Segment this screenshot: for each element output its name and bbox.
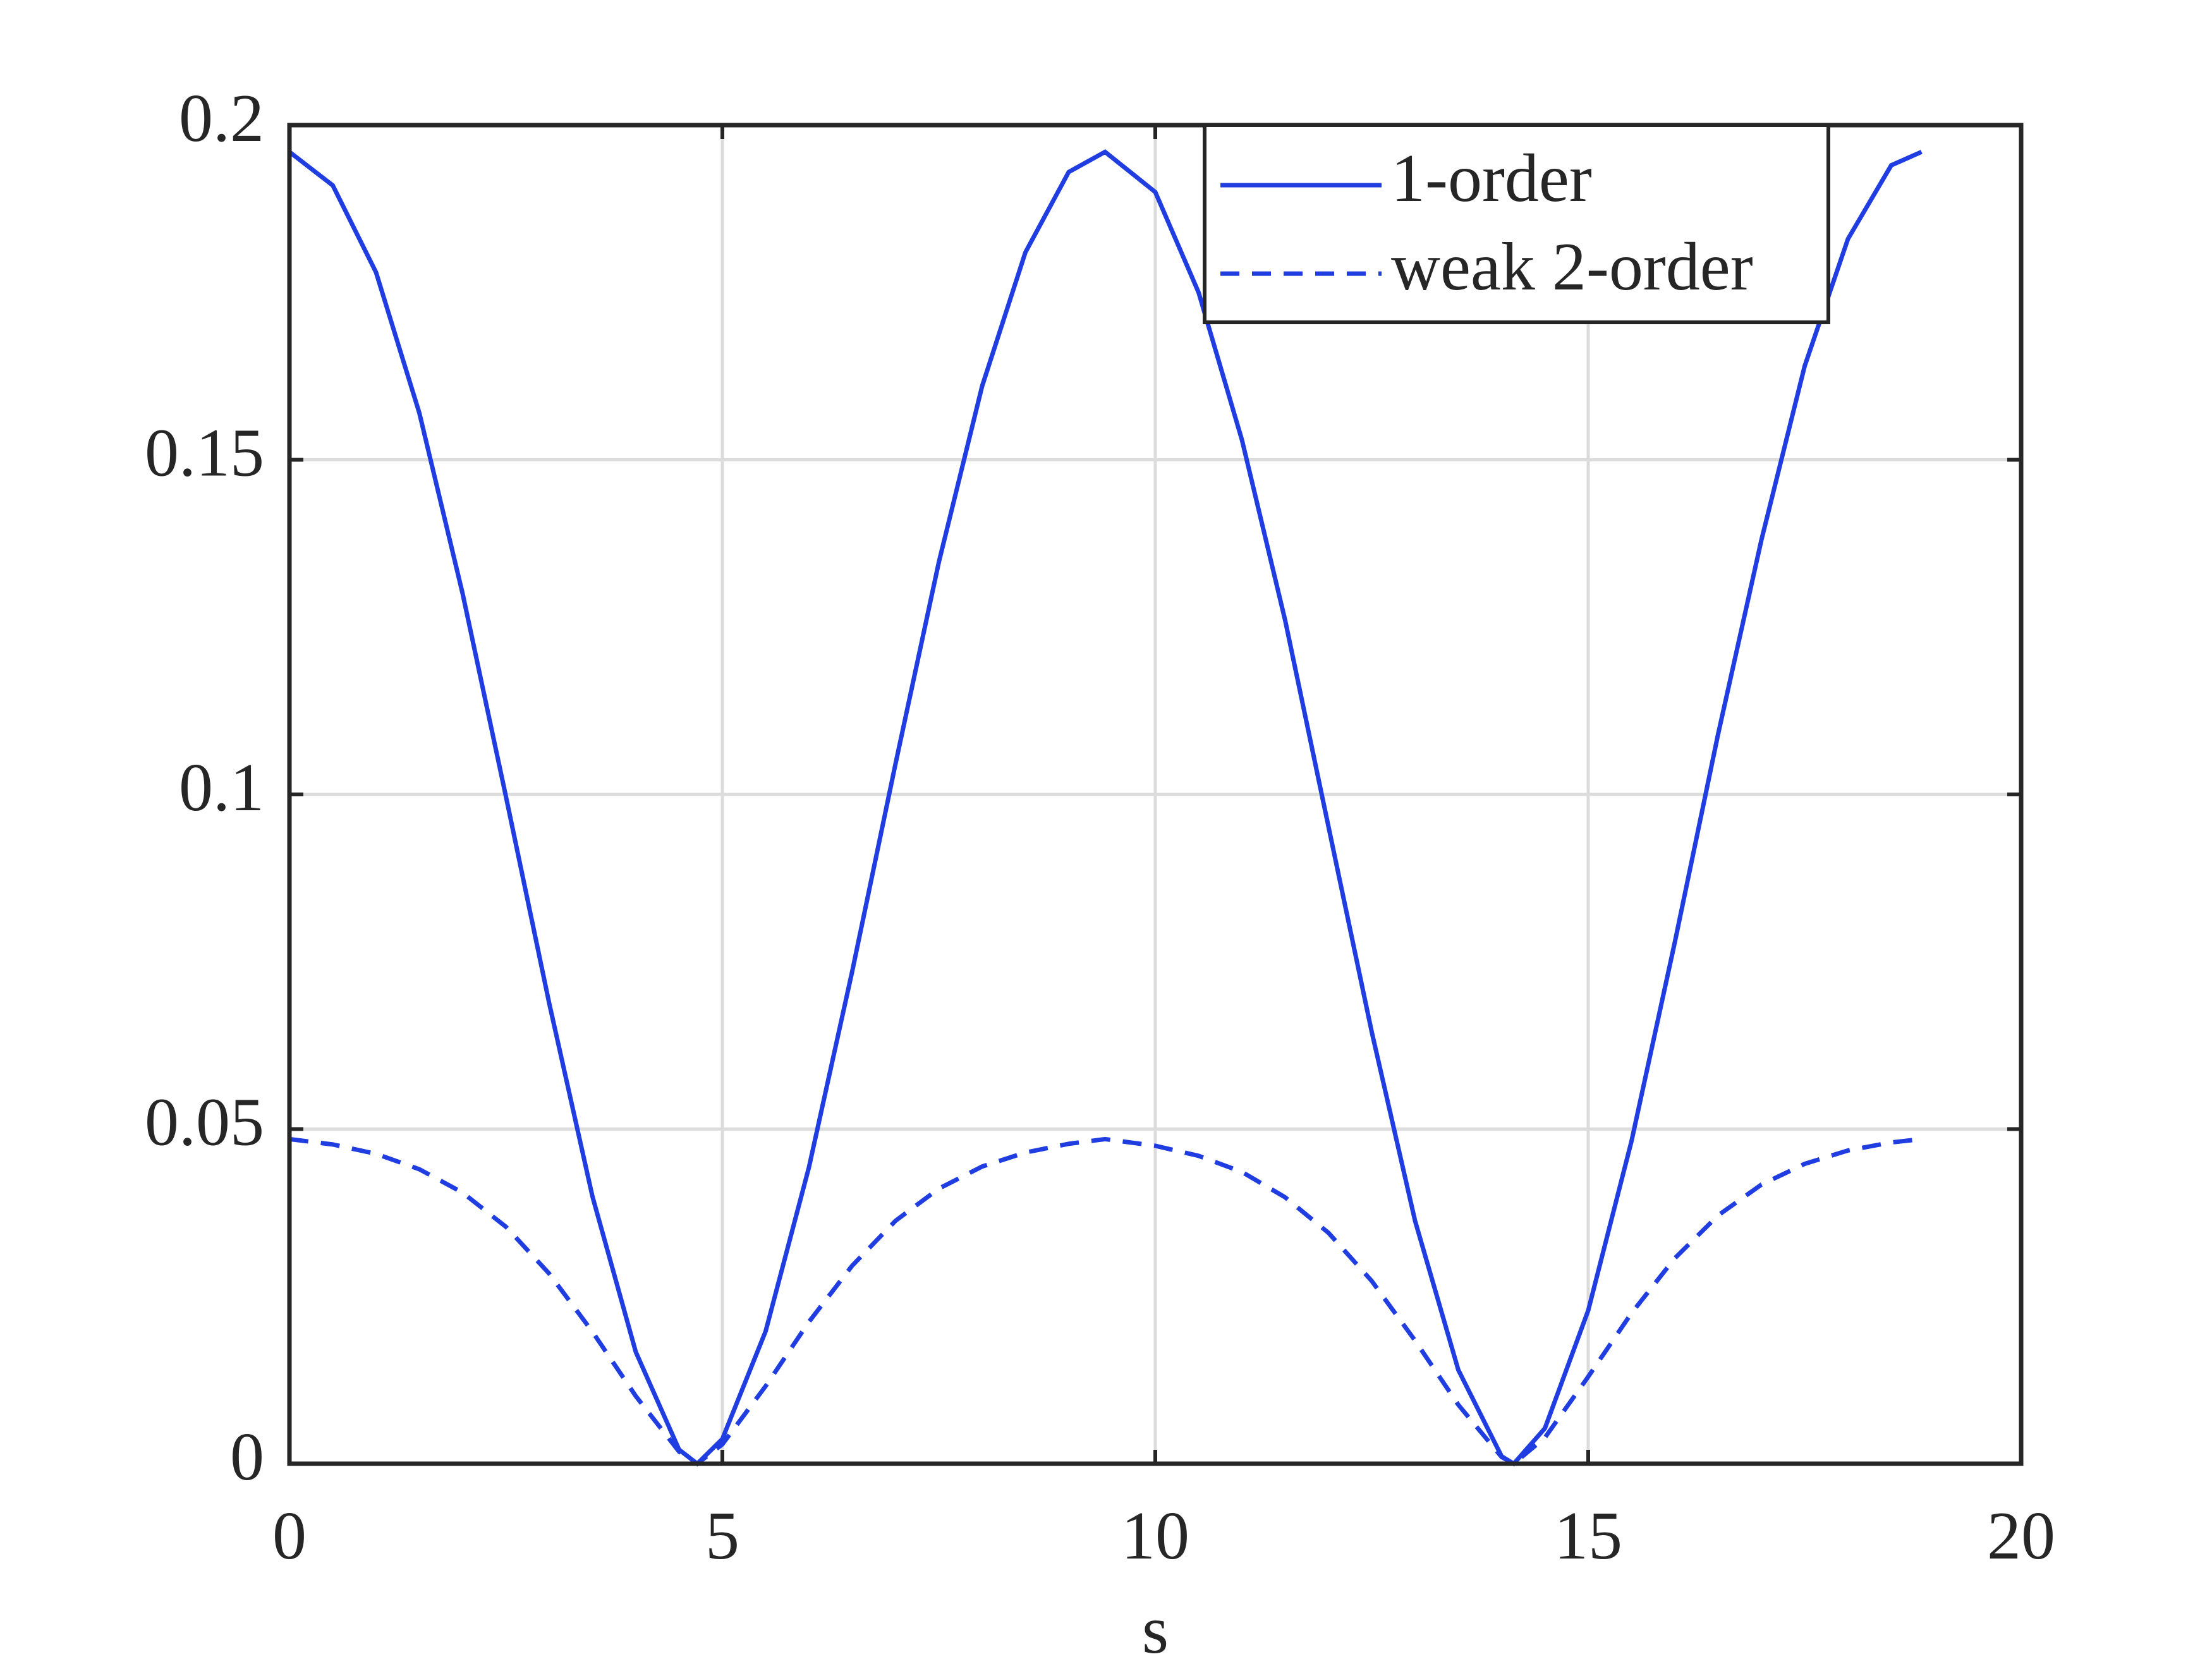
y-tick-label: 0.1	[179, 750, 264, 825]
series-line	[288, 149, 1923, 1467]
legend-label: weak 2-order	[1391, 229, 1753, 305]
legend-label: 1-order	[1391, 141, 1592, 216]
x-tick-label: 15	[1554, 1498, 1622, 1574]
y-tick-label: 0.2	[179, 81, 264, 156]
x-tick-label: 0	[272, 1498, 307, 1574]
x-tick-label: 10	[1121, 1498, 1189, 1574]
x-tick-label: 5	[705, 1498, 739, 1574]
x-axis-label: s	[1142, 1593, 1169, 1659]
y-tick-label: 0.05	[145, 1085, 264, 1160]
series-line	[289, 1136, 1922, 1467]
y-tick-label: 0	[230, 1419, 264, 1495]
axes-box	[287, 123, 2024, 1466]
legend-box	[1203, 123, 1830, 324]
y-tick-label: 0.15	[145, 415, 264, 490]
x-tick-label: 20	[1987, 1498, 2055, 1574]
